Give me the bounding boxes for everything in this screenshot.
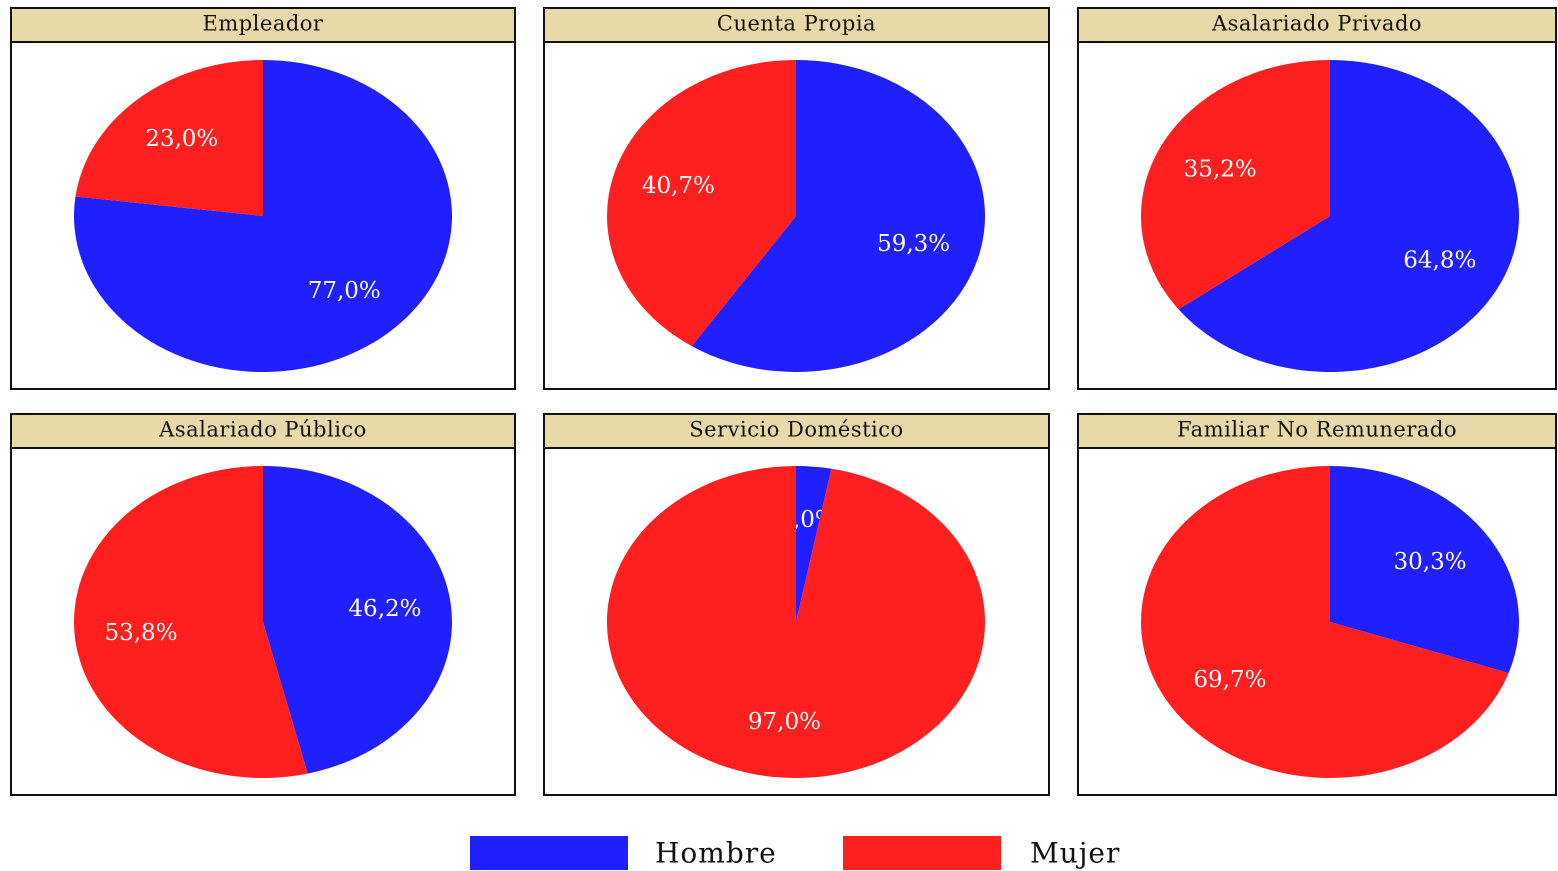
pie-slice (1330, 466, 1519, 673)
legend-label: Mujer (1030, 837, 1120, 870)
panel-header (543, 7, 1050, 43)
legend-swatch (843, 836, 1001, 870)
panel-title: Asalariado Público (158, 418, 367, 442)
data-label: 23,0% (145, 126, 218, 152)
panel-title: Familiar No Remunerado (1177, 418, 1457, 442)
pie-slice (73, 466, 308, 778)
data-label: 30,3% (1394, 549, 1467, 575)
panel-title: Empleador (203, 12, 324, 36)
pie-slice (607, 60, 796, 347)
pie-slice (1140, 466, 1509, 779)
pie-slice (1178, 60, 1519, 372)
data-label: 59,3% (877, 231, 950, 257)
legend-swatch (470, 836, 628, 870)
pie-slice (75, 60, 263, 216)
panel-header (10, 7, 516, 43)
data-label: 40,7% (642, 173, 715, 199)
pie-slice (606, 466, 985, 779)
panel-header (1077, 7, 1557, 43)
pie-slice (263, 466, 452, 774)
panel-title: Cuenta Propia (717, 12, 876, 36)
data-label: 35,2% (1184, 157, 1257, 183)
data-label: 46,2% (348, 596, 421, 622)
data-label: 97,0% (748, 709, 821, 735)
data-label: 77,0% (308, 278, 381, 304)
pie-slice (691, 60, 985, 372)
panel-title: Servicio Doméstico (689, 418, 903, 442)
panel-header (1077, 413, 1557, 449)
pie-slice (796, 466, 832, 622)
data-label: 64,8% (1403, 247, 1476, 273)
legend-label: Hombre (655, 837, 777, 870)
pie-slice (1140, 60, 1330, 310)
data-label: 53,8% (104, 620, 177, 646)
panel-header (10, 413, 516, 449)
panel-title: Asalariado Privado (1211, 12, 1422, 36)
data-label: 69,7% (1193, 667, 1266, 693)
